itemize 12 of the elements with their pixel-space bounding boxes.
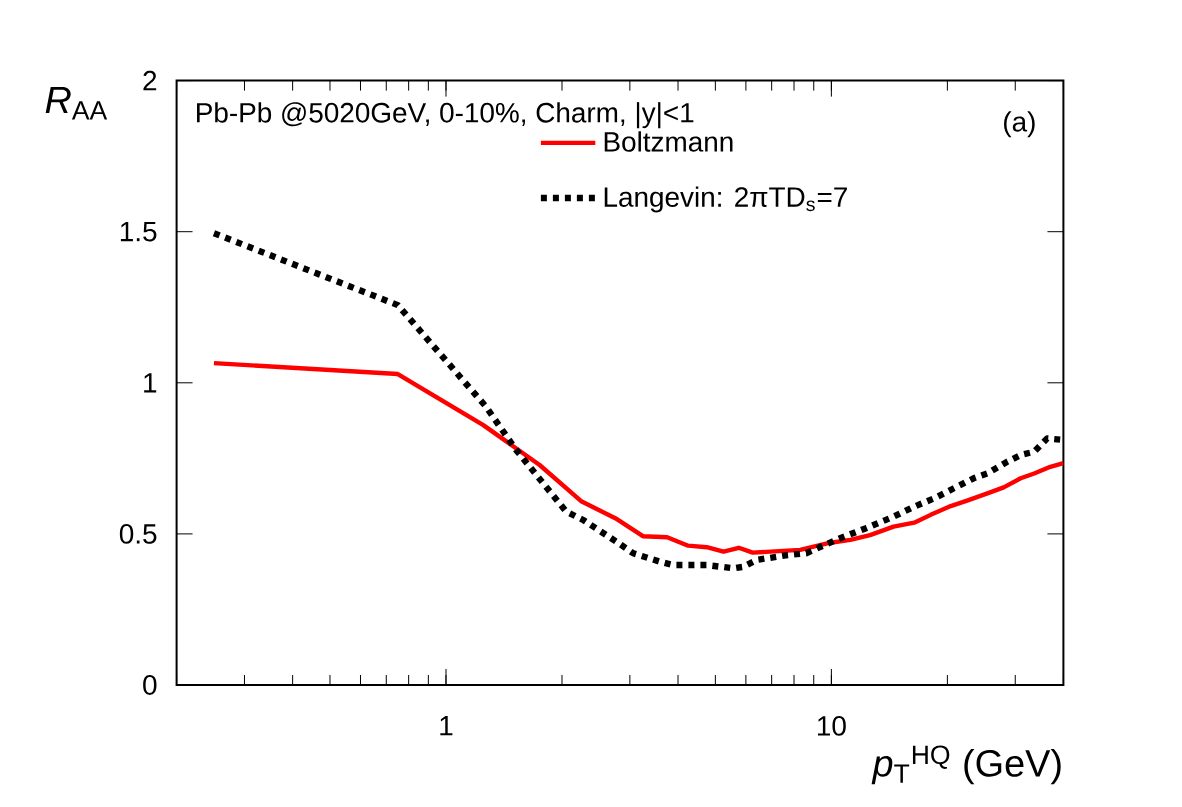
- x-tick-label: 10: [817, 716, 846, 736]
- y-tick-label: 1: [144, 373, 157, 393]
- y-tick-label: 0: [143, 675, 157, 695]
- y-axis-title: R$_{AA}$: [45, 87, 108, 120]
- x-axis-title: p$_{T}$$^{HQ}$ (GeV): [871, 745, 1061, 785]
- annotation: (a): [1004, 111, 1035, 138]
- annotation: Pb-Pb @5020GeV, 0-10%, Charm, |y|<1: [197, 102, 694, 129]
- legend-label: Boltzmann: [604, 131, 733, 152]
- y-tick-label: 0.5: [119, 524, 157, 544]
- y-tick-label: 1.5: [120, 221, 157, 242]
- y-tick-label: 2: [143, 70, 157, 91]
- legend-label: Langevin: 2πTD$_{s}$=7: [604, 186, 847, 213]
